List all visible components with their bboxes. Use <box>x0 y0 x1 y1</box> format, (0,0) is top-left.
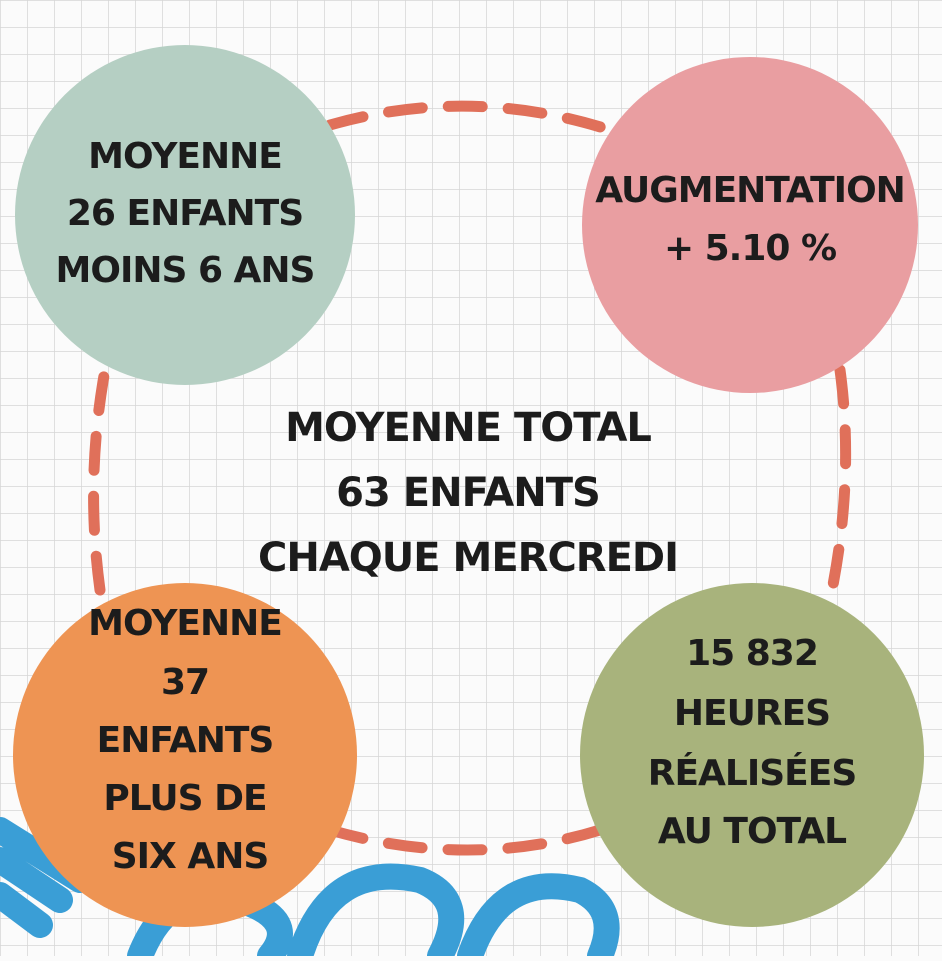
center-text: MOYENNE TOTAL <box>285 405 651 451</box>
circle-text: HEURES <box>674 693 830 734</box>
circle-text: PLUS DE <box>103 778 266 819</box>
circle-text: ENFANTS <box>97 720 274 761</box>
circle-text: SIX ANS <box>112 836 269 877</box>
circle-text: AUGMENTATION <box>595 170 905 211</box>
circle-text: 26 ENFANTS <box>67 193 303 234</box>
infographic: MOYENNE 26 ENFANTS MOINS 6 ANS AUGMENTAT… <box>0 0 942 956</box>
center-text: 63 ENFANTS <box>336 470 600 516</box>
circle-text: MOYENNE <box>88 603 282 644</box>
circle-text: MOYENNE <box>88 136 282 177</box>
circle-text: + 5.10 % <box>664 228 836 269</box>
circle-text: RÉALISÉES <box>648 752 857 794</box>
circle-text: 37 <box>161 662 209 703</box>
center-text: CHAQUE MERCREDI <box>258 535 678 581</box>
circle-text: MOINS 6 ANS <box>56 250 315 291</box>
circle-text: AU TOTAL <box>658 811 846 852</box>
circle <box>582 57 918 393</box>
circle-text: 15 832 <box>686 633 818 674</box>
